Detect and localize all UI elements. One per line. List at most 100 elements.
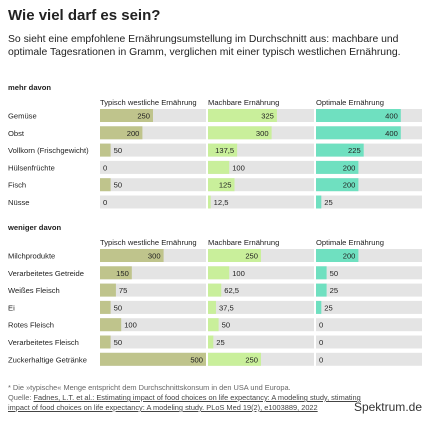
data-label: 62,5: [224, 286, 239, 295]
bar: [208, 283, 222, 297]
bar-track: [316, 195, 422, 209]
category-label: Milchprodukte: [8, 252, 55, 261]
category-label: Weißes Fleisch: [8, 286, 60, 295]
bar-track: [100, 283, 206, 297]
bar: [316, 249, 359, 262]
bar-track: [208, 283, 314, 297]
chart-subtitle: So sieht eine empfohlene Ernährungsumste…: [8, 34, 401, 58]
data-label: 200: [127, 129, 140, 138]
bar: [316, 195, 322, 209]
data-label: 37,5: [219, 303, 234, 312]
bar: [100, 283, 116, 297]
bar-track: [208, 160, 314, 174]
bar: [208, 178, 235, 192]
bar: [100, 352, 206, 366]
bar-track: [316, 266, 422, 280]
bar: [316, 266, 327, 280]
series-header: Machbare Ernährung: [208, 98, 279, 107]
bar: [316, 126, 401, 140]
category-label: Obst: [8, 129, 25, 138]
data-label: 50: [114, 181, 122, 190]
data-label: 50: [114, 303, 122, 312]
data-label: 325: [261, 112, 274, 121]
data-label: 100: [124, 321, 137, 330]
category-label: Fisch: [8, 181, 26, 190]
bar: [100, 143, 111, 157]
category-label: Verarbeitetes Fleisch: [8, 338, 79, 347]
category-label: Ei: [8, 303, 15, 312]
bar: [316, 178, 359, 192]
bar-track: [208, 300, 314, 314]
bar: [100, 249, 164, 262]
series-header: Optimale Ernährung: [316, 98, 384, 107]
bar: [316, 283, 327, 297]
data-label: 200: [343, 163, 356, 172]
bar: [316, 300, 322, 314]
source-label: Quelle:: [8, 393, 32, 402]
data-label: 25: [324, 198, 332, 207]
chart-title: Wie viel darf es sein?: [8, 7, 161, 24]
data-label: 225: [348, 146, 361, 155]
bar-track: [316, 318, 422, 332]
bar-track: [100, 318, 206, 332]
category-label: Rotes Fleisch: [8, 321, 54, 330]
bar: [208, 300, 216, 314]
bar: [208, 352, 261, 366]
data-label: 500: [190, 355, 203, 364]
category-label: Vollkorn (Frischgewicht): [8, 146, 89, 155]
data-label: 0: [319, 338, 323, 347]
source-line: Quelle: Fadnes, L.T. et al.: Estimating …: [8, 393, 378, 413]
bar: [316, 109, 401, 122]
bar-track: [208, 195, 314, 209]
logo-brand: Spektrum: [353, 400, 406, 414]
bar-track: [316, 352, 422, 366]
data-label: 0: [319, 321, 323, 330]
bar: [208, 249, 261, 262]
data-label: 0: [319, 355, 323, 364]
data-label: 0: [103, 198, 107, 207]
logo-tld: .de: [405, 400, 422, 414]
bar: [208, 126, 272, 140]
data-label: 100: [232, 163, 245, 172]
bar: [208, 143, 238, 157]
series-header: Machbare Ernährung: [208, 238, 279, 247]
category-label: Nüsse: [8, 198, 30, 207]
data-label: 150: [116, 269, 129, 278]
bar: [316, 160, 359, 174]
source-link[interactable]: Fadnes, L.T. et al.: Estimating impact o…: [8, 393, 361, 412]
bar: [208, 109, 277, 122]
bar: [100, 109, 153, 122]
data-label: 50: [114, 146, 122, 155]
bar: [100, 266, 132, 280]
data-label: 250: [137, 112, 150, 121]
data-label: 50: [222, 321, 230, 330]
data-label: 300: [148, 252, 161, 261]
data-label: 25: [216, 338, 224, 347]
data-label: 137,5: [215, 146, 234, 155]
bar: [208, 335, 214, 349]
data-label: 50: [114, 338, 122, 347]
bar: [100, 126, 143, 140]
data-label: 400: [385, 112, 398, 121]
data-label: 100: [232, 269, 245, 278]
data-label: 250: [245, 355, 258, 364]
category-label: Hülsenfrüchte: [8, 163, 55, 172]
panel-title: mehr davon: [8, 83, 51, 92]
bar: [316, 143, 364, 157]
panel-title: weniger davon: [7, 223, 62, 232]
data-label: 125: [219, 181, 232, 190]
data-label: 200: [343, 181, 356, 190]
bar-track: [208, 318, 314, 332]
bar-track: [208, 335, 314, 349]
bar-chart: mehr davon Typisch westliche Ernährung Mac…: [7, 83, 422, 366]
category-label: Zuckerhaltige Getränke: [8, 355, 87, 364]
footnote: * Die »typische« Menge entspricht dem Du…: [8, 383, 291, 392]
data-label: 250: [245, 252, 258, 261]
data-label: 25: [330, 286, 338, 295]
bar-track: [100, 300, 206, 314]
data-label: 75: [119, 286, 127, 295]
bar-track: [100, 160, 206, 174]
bar: [208, 266, 230, 280]
series-header: Typisch westliche Ernährung: [100, 98, 197, 107]
category-label: Gemüse: [8, 112, 37, 121]
